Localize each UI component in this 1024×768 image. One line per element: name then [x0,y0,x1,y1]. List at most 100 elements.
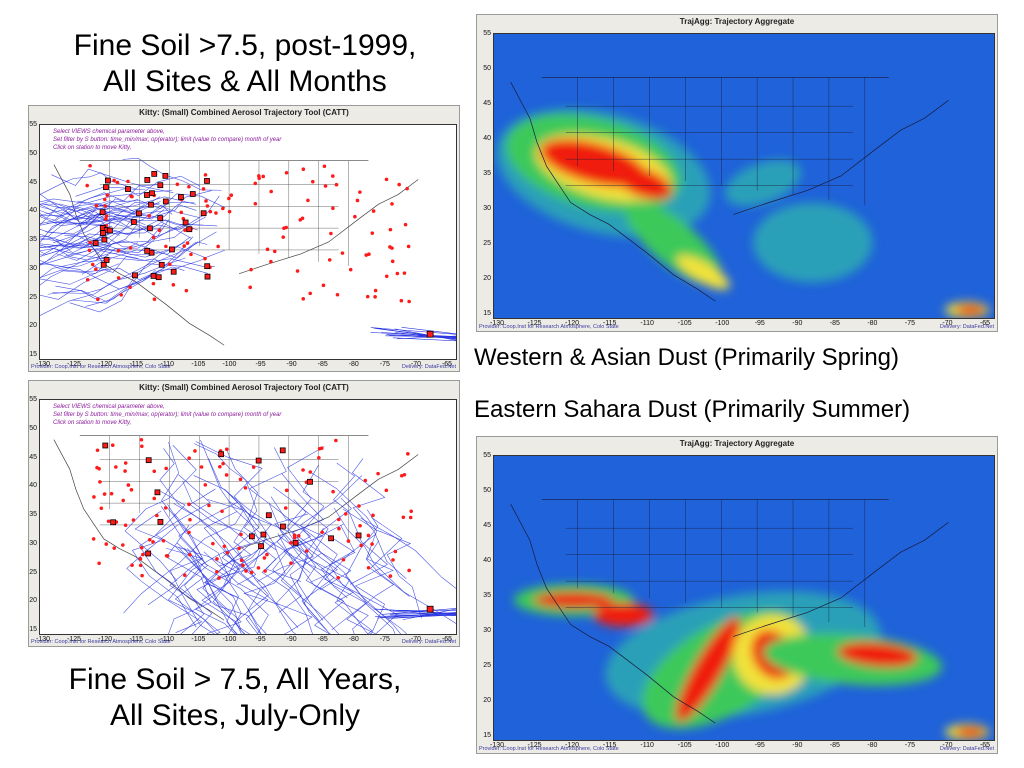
station-marker [402,271,407,275]
station-marker [384,177,389,182]
trajectory-line [161,506,206,634]
x-tick-label: -70 [410,361,421,368]
trajectory-line [53,211,205,226]
station-marker [94,267,98,272]
x-tick-label: -80 [867,742,878,749]
y-tick-label: 30 [483,627,491,634]
station-marker [151,281,156,286]
station-marker [331,174,335,178]
selected-station-marker [328,535,334,542]
trajagg-window-spring[interactable]: TrajAgg: Trajectory Aggregate 55 50 45 40 35… [476,14,998,332]
station-marker [167,262,172,266]
station-marker [323,184,328,188]
trajectory-line [203,551,269,634]
window-title: TrajAgg: Trajectory Aggregate [679,17,795,26]
selected-station-marker [158,261,165,268]
trajagg-window-summer[interactable]: TrajAgg: Trajectory Aggregate 55 50 45 40 35… [476,436,998,754]
x-tick-label: -100 [222,636,237,643]
x-tick-label: -80 [867,320,878,327]
catt-window-july[interactable]: Kitty: (Small) Combined Aerosol Trajecto… [28,380,460,647]
selected-station-marker [146,225,153,232]
station-marker [185,241,190,245]
station-marker [343,512,348,516]
x-tick-label: -80 [348,361,359,368]
trajectory-line [175,546,246,634]
trajectory-line [370,327,456,335]
trajectory-line [99,195,220,236]
station-marker [138,563,143,568]
selected-station-marker [130,219,137,225]
x-tick-label: -130 [35,636,50,643]
trajectory-map[interactable] [39,399,457,635]
station-marker [152,297,157,301]
instruction-line: Select VIEWS chemical parameter above, [53,129,165,135]
trajectory-line [96,240,208,261]
station-marker [221,206,225,211]
station-marker [188,517,192,522]
station-marker [359,543,363,548]
station-marker [257,174,261,178]
station-marker [390,259,395,264]
trajectory-line [40,203,107,221]
x-tick-label: -85 [829,742,840,749]
selected-station-marker [154,489,161,496]
instruction-line: Select VIEWS chemical parameter above, [53,404,165,410]
trajectory-line [391,614,456,619]
selected-station-marker [157,215,164,221]
station-marker [128,285,132,290]
trajectory-line [308,471,410,597]
y-tick-label: 15 [483,732,491,739]
delivery-label: Delivery: DataFed.Net [939,324,994,330]
station-marker [151,235,156,240]
station-marker [363,478,368,483]
station-marker [140,444,144,449]
x-tick-label: -110 [640,320,654,327]
selected-station-marker [157,518,164,525]
aggregate-map[interactable] [493,33,995,319]
selected-station-marker [100,261,107,268]
station-marker [88,163,92,168]
station-marker [353,214,357,219]
station-marker [284,488,289,493]
trajectory-line [173,503,213,634]
station-marker [207,503,211,508]
x-tick-label: -95 [754,742,765,749]
trajectory-line [40,255,109,269]
x-tick-label: -90 [792,320,803,327]
y-tick-label: 15 [29,351,37,358]
selected-station-marker [99,209,106,216]
station-marker [399,473,404,478]
station-marker [128,245,133,250]
trajectory-line [40,203,110,221]
station-marker [123,523,128,528]
trajectory-line [47,259,204,302]
catt-window-post1999[interactable]: Kitty: (Small) Combined Aerosol Trajecto… [28,105,460,372]
station-marker [319,446,324,450]
x-tick-label: -115 [602,742,617,749]
density-blob [955,305,986,316]
trajectory-map[interactable] [39,124,457,360]
trajectory-line [124,444,197,582]
x-tick-label: -120 [98,636,113,643]
station-marker [365,294,370,299]
x-tick-label: -110 [160,636,175,643]
station-marker [249,570,254,575]
station-marker [130,563,134,567]
instructions: Select VIEWS chemical parameter above, S… [53,403,281,427]
coastline [53,164,225,346]
trajectory-line [44,196,197,221]
x-tick-label: -95 [255,636,266,643]
coastline [238,179,419,275]
station-marker [215,557,219,561]
trajectory-line [397,335,456,340]
station-marker [96,297,100,302]
station-marker [327,258,332,262]
selected-station-marker [103,184,109,191]
trajectory-line [64,209,165,244]
selected-station-marker [102,442,109,449]
aggregate-map[interactable] [493,455,995,741]
density-blob [837,642,918,667]
y-tick-label: 50 [29,424,37,432]
station-marker [261,174,266,179]
x-tick-label: -90 [792,742,803,749]
